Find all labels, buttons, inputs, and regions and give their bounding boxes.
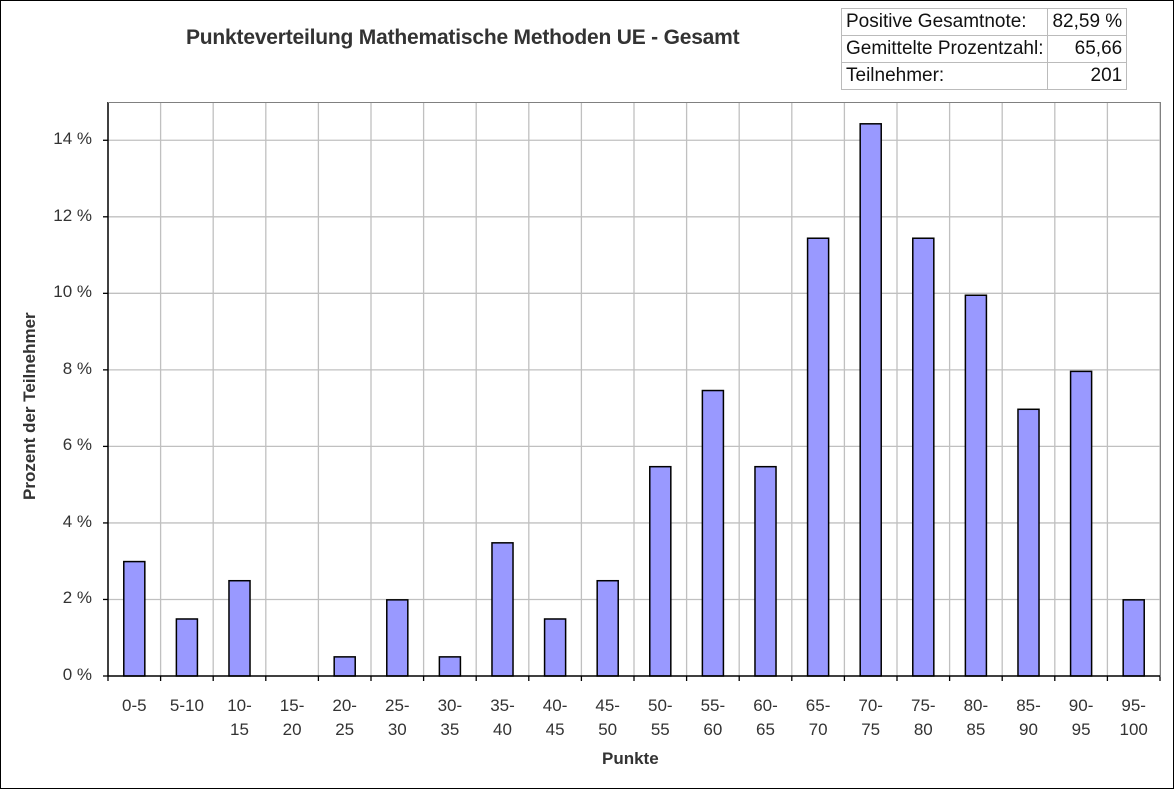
y-tick-label: 0 % xyxy=(62,665,92,684)
y-tick-label: 6 % xyxy=(62,435,92,455)
x-tick-label: 10- 15 xyxy=(227,696,252,739)
y-tick-label: 12 % xyxy=(53,205,92,225)
stat-value: 65,66 xyxy=(1047,35,1128,63)
x-tick-label: 25- 30 xyxy=(385,696,410,739)
x-tick-label: 80- 85 xyxy=(963,696,989,739)
y-tick-label: 8 % xyxy=(62,358,92,378)
x-tick-label: 75- 80 xyxy=(911,696,936,739)
x-tick-label: 30- 35 xyxy=(437,696,463,739)
chart-title: Punkteverteilung Mathematische Methoden … xyxy=(186,26,740,49)
stat-label: Teilnehmer: xyxy=(840,62,1049,90)
x-tick-label: 90- 95 xyxy=(1068,696,1094,739)
stat-label: Positive Gesamtnote: xyxy=(840,8,1049,36)
x-tick-label: 35- 40 xyxy=(490,696,515,739)
x-tick-label: 15- 20 xyxy=(279,696,305,739)
plot-area xyxy=(108,102,1161,677)
x-tick-label: 70- 75 xyxy=(858,696,883,739)
y-tick-label: 4 % xyxy=(62,511,92,531)
x-tick-label: 50- 55 xyxy=(648,696,673,739)
y-tick-label: 14 % xyxy=(53,129,92,149)
x-axis-label: Punkte xyxy=(602,749,659,768)
x-tick-label: 60- 65 xyxy=(753,696,778,739)
stats-row: Gemittelte Prozentzahl: 65,66 xyxy=(840,35,1128,63)
x-tick-label: 5-10 xyxy=(169,696,204,715)
x-tick-label: 85- 90 xyxy=(1016,696,1041,739)
x-tick-label: 45- 50 xyxy=(595,696,620,739)
stats-row: Positive Gesamtnote: 82,59 % xyxy=(840,8,1128,36)
x-tick-label: 20- 25 xyxy=(332,696,357,739)
x-tick-label: 40- 45 xyxy=(542,696,568,739)
x-tick-label: 65- 70 xyxy=(805,696,831,739)
y-axis-label: Prozent der Teilnehmer xyxy=(20,312,40,500)
stats-table: Positive Gesamtnote: 82,59 % Gemittelte … xyxy=(840,8,1128,90)
y-tick-label: 10 % xyxy=(53,282,92,302)
x-tick-label: 95- 100 xyxy=(1119,696,1148,739)
y-tick-label: 2 % xyxy=(62,588,92,608)
x-tick-label: 0-5 xyxy=(122,696,147,715)
stat-label: Gemittelte Prozentzahl: xyxy=(840,35,1049,63)
stat-value: 201 xyxy=(1047,62,1128,90)
x-tick-label: 55- 60 xyxy=(700,696,726,739)
stats-row: Teilnehmer: 201 xyxy=(840,62,1128,90)
